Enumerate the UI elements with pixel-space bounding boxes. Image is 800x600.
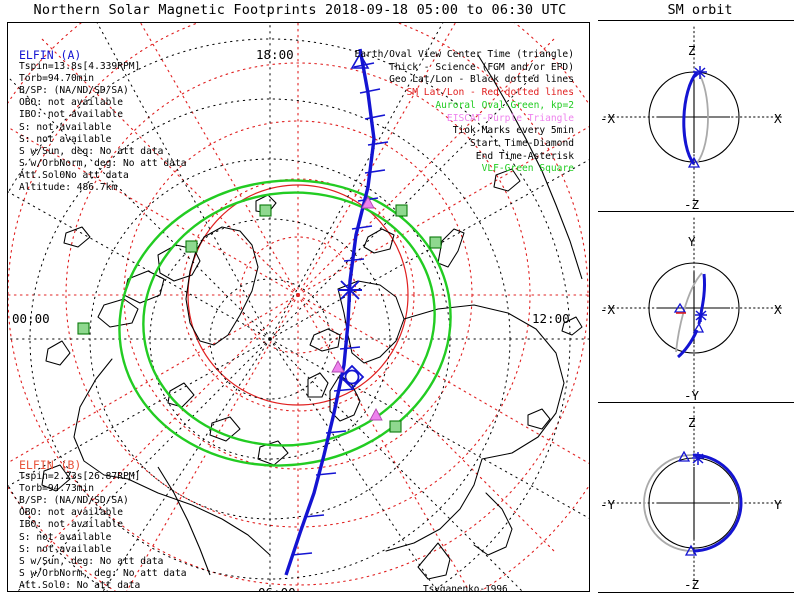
credits-block: Tsyganenko-1996 Created: Sun Jan 29 08:2… — [423, 583, 589, 592]
orbit-xy-axis-right: X — [774, 302, 782, 317]
elfin-b-line-3: OBO: not available — [19, 507, 123, 519]
orbit-plot-yz — [603, 406, 785, 590]
orbit-xy-axis-top: Y — [688, 234, 696, 249]
elfin-b-line-8: S w/OrbNorm, deg: No att data — [19, 567, 187, 579]
vlf-square — [389, 420, 402, 433]
elfin-b-line-9: Att.SolΘ: No att data — [19, 579, 141, 591]
elfin-a-info-block: ELFIN (A) Tspin=13.8s[4.339RPM] Torb=94.… — [19, 49, 187, 194]
orbit-panel-xy: Y -Y -X X — [598, 211, 794, 403]
elfin-a-line-3: OBO: not available — [19, 97, 123, 109]
orbit-xz-axis-top: Z — [688, 43, 696, 58]
geo-grid — [8, 23, 589, 591]
elfin-a-line-7: S w/Sun, deg: No att data — [19, 145, 164, 157]
elfin-a-line-8: S w/OrbNorm, deg: No att data — [19, 157, 187, 169]
orbit-xz-axis-right: X — [774, 111, 782, 126]
elfin-b-line-6: S: not available — [19, 543, 112, 555]
eiscat-triangle — [331, 360, 345, 373]
elfin-b-track — [477, 54, 583, 280]
sm-mlt-radials — [8, 23, 589, 591]
elfin-a-track — [284, 48, 376, 576]
elfin-a-line-0: Tspin=13.8s[4.339RPM] — [19, 61, 141, 73]
elfin-b-line-1: Torb=94.73min — [19, 483, 95, 495]
vlf-square — [77, 322, 90, 335]
vlf-square — [259, 204, 272, 217]
polar-map-panel: ELFIN (A) Tspin=13.8s[4.339RPM] Torb=94.… — [7, 22, 590, 592]
elfin-a-tick-marks — [291, 62, 389, 556]
elfin-a-start-marker-diamond — [339, 364, 365, 390]
orbit-yz-axis-bottom: -Z — [684, 577, 700, 592]
legend-item-thick-science: Thick - Science (FGM and/or EPD) — [389, 61, 574, 73]
vlf-markers — [77, 204, 442, 433]
elfin-b-line-5: S: not available — [19, 531, 112, 543]
legend-item-sm-latlon: SM Lat/Lon - Red dotted lines — [406, 87, 574, 99]
eiscat-triangle — [369, 408, 383, 421]
sm-orbit-column: Z -Z -X X — [598, 20, 794, 594]
elfin-b-line-4: IBO: not available — [19, 519, 123, 531]
map-legend: Earth/Oval View Center Time (triangle) T… — [355, 49, 575, 176]
eiscat-markers — [331, 196, 383, 421]
orbit-yz-axis-left: -Y — [600, 497, 616, 512]
eiscat-triangle — [361, 196, 375, 209]
orbit-panel-title: SM orbit — [667, 2, 733, 18]
orbit-yz-axis-top: Z — [688, 415, 696, 430]
elfin-a-end-marker-asterisk — [338, 278, 362, 302]
elfin-b-info-block: ELFIN (B) Tspin=2.23s[26.87RPM] Torb=94.… — [19, 458, 187, 591]
mlt-label-bottom: 06:00 — [258, 585, 296, 591]
vlf-square — [395, 204, 408, 217]
orbit-panel-xz: Z -Z -X X — [598, 20, 794, 212]
orbit-xy-axis-bottom: -Y — [684, 388, 700, 403]
model-name: Tsyganenko-1996 — [423, 584, 508, 592]
legend-item-geo-latlon: Geo Lat/Lon - Black dotted lines — [389, 74, 574, 86]
legend-item-vlf: VLF-Green Square — [481, 163, 574, 175]
orbit-xy-axis-left: -X — [600, 302, 616, 317]
elfin-b-line-7: S w/Sun, deg: No att data — [19, 555, 164, 567]
legend-item-tick-marks: Tiok Marks every 5min — [452, 125, 574, 137]
orbit-xz-axis-left: -X — [600, 111, 616, 126]
orbit-panel-yz: Z -Z -Y Y — [598, 402, 794, 593]
orbit-xz-axis-bottom: -Z — [684, 197, 700, 212]
elfin-a-name: ELFIN (A) — [19, 48, 82, 62]
legend-item-eiscat: EISCAT-Purple Triangle — [446, 112, 574, 124]
elfin-b-track-lower — [157, 466, 211, 576]
legend-item-auroral-oval: Auroral Oval-Green, kp=2 — [435, 99, 574, 111]
elfin-a-line-2: B/SP: (NA/ND/SD/SA) — [19, 85, 129, 97]
elfin-b-line-2: B/SP: (NA/ND/SD/SA) — [19, 495, 129, 507]
elfin-a-center-time-triangle — [350, 52, 370, 69]
orbit-plot-xy — [603, 217, 785, 398]
vlf-square — [429, 236, 442, 249]
elfin-b-name: ELFIN (B) — [19, 458, 82, 472]
elfin-a-line-9: Att.SolΘNo att data — [19, 169, 129, 181]
mlt-label-top: 18:00 — [256, 47, 294, 62]
elfin-a-line-5: S: not available — [19, 121, 112, 133]
elfin-a-line-4: IBO: not available — [19, 109, 123, 121]
mlt-label-left: 00:00 — [12, 311, 50, 326]
elfin-a-line-1: Torb=94.70min — [19, 73, 95, 85]
page-title: Northern Solar Magnetic Footprints 2018-… — [33, 2, 567, 18]
orbit-plot-xz — [603, 26, 785, 207]
legend-item-center-time: Earth/Oval View Center Time (triangle) — [354, 49, 575, 60]
elfin-b-line-0: Tspin=2.23s[26.87RPM] — [19, 471, 141, 483]
elfin-a-line-6: S: not available — [19, 133, 112, 145]
legend-item-start-time: Start Time-Diamond — [470, 137, 574, 149]
polar-map-plot — [8, 23, 589, 591]
elfin-a-line-10: Altitude: 486.7km — [19, 182, 118, 194]
legend-item-end-time: End Time-Asterisk — [475, 150, 574, 162]
vlf-square — [185, 240, 198, 253]
orbit-yz-axis-right: Y — [774, 497, 782, 512]
auroral-oval — [118, 179, 452, 467]
mlt-label-right: 12:00 — [532, 311, 570, 326]
